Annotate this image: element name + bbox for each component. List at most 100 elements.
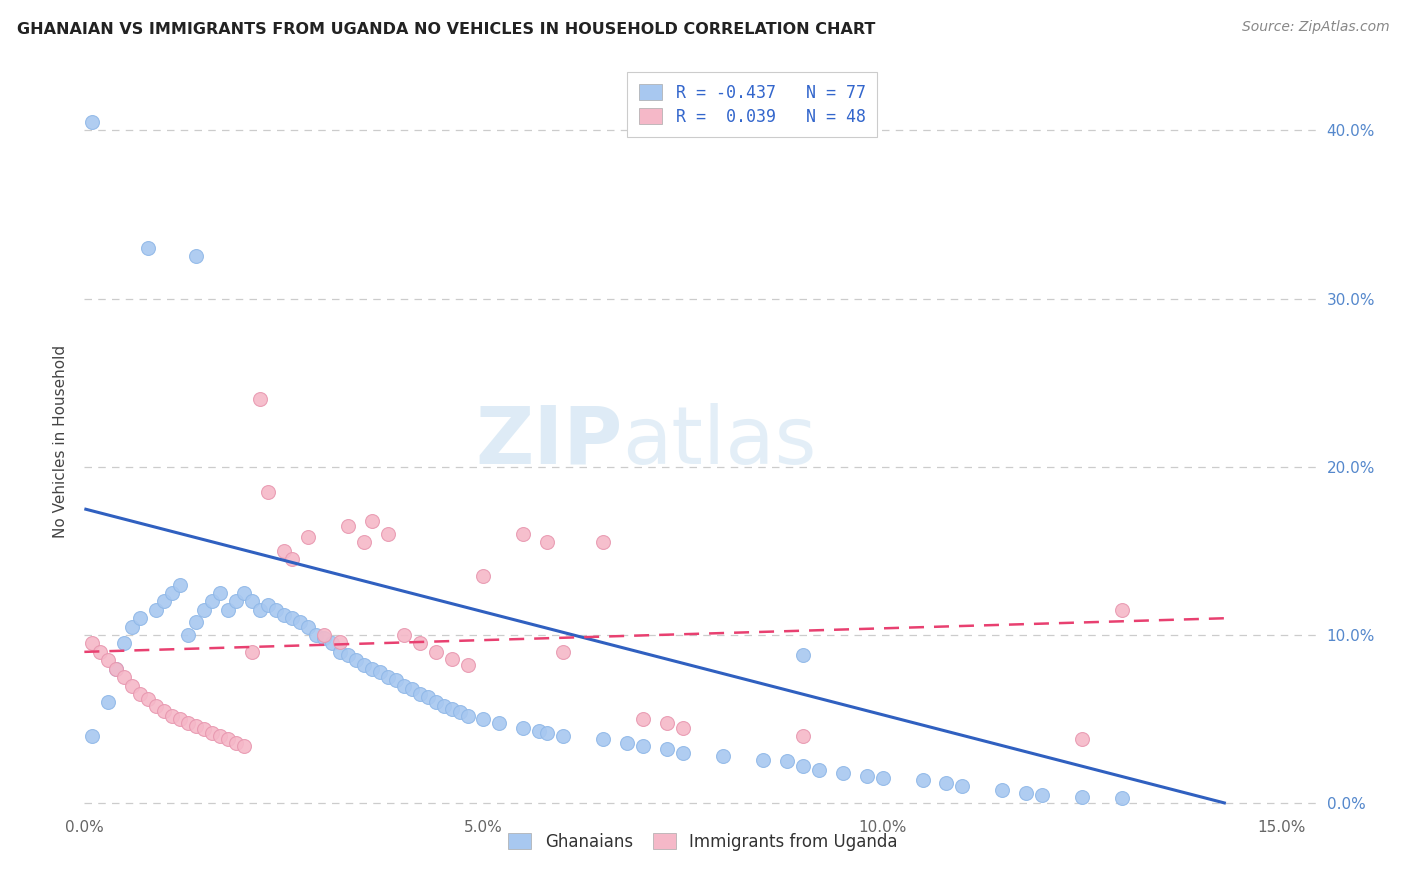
Point [82, 636, 104, 650]
Point [457, 658, 479, 673]
Point [472, 569, 495, 583]
Point [792, 729, 814, 743]
Point [297, 619, 319, 633]
Point [257, 598, 280, 612]
Point [1031, 788, 1053, 802]
Point [82, 115, 104, 129]
Point [297, 531, 319, 545]
Point [831, 766, 853, 780]
Point [201, 594, 224, 608]
Point [169, 577, 191, 591]
Point [425, 695, 447, 709]
Point [89, 645, 111, 659]
Point [136, 692, 159, 706]
Point [312, 628, 335, 642]
Point [193, 603, 215, 617]
Point [264, 603, 287, 617]
Point [672, 721, 695, 735]
Point [336, 648, 359, 663]
Point [121, 679, 143, 693]
Point [129, 611, 152, 625]
Point [233, 586, 256, 600]
Point [136, 241, 159, 255]
Point [82, 729, 104, 743]
Point [536, 725, 558, 739]
Point [935, 776, 957, 790]
Point [112, 670, 135, 684]
Point [368, 665, 391, 679]
Point [321, 636, 343, 650]
Point [488, 715, 510, 730]
Point [177, 628, 200, 642]
Point [209, 729, 232, 743]
Point [201, 725, 224, 739]
Point [249, 392, 271, 407]
Text: ZIP: ZIP [475, 402, 623, 481]
Point [425, 645, 447, 659]
Point [105, 662, 128, 676]
Point [312, 632, 335, 646]
Point [792, 759, 814, 773]
Point [121, 619, 143, 633]
Point [440, 651, 463, 665]
Point [592, 732, 614, 747]
Point [281, 552, 304, 566]
Point [153, 594, 176, 608]
Point [225, 594, 247, 608]
Point [631, 712, 654, 726]
Point [432, 698, 454, 713]
Legend: Ghanaians, Immigrants from Uganda: Ghanaians, Immigrants from Uganda [499, 824, 907, 859]
Point [153, 704, 176, 718]
Point [184, 615, 207, 629]
Point [1071, 732, 1094, 747]
Point [536, 535, 558, 549]
Point [440, 702, 463, 716]
Point [792, 648, 814, 663]
Point [177, 715, 200, 730]
Point [512, 527, 534, 541]
Point [408, 636, 430, 650]
Point [160, 708, 183, 723]
Point [449, 706, 471, 720]
Point [336, 518, 359, 533]
Point [217, 732, 239, 747]
Point [160, 586, 183, 600]
Point [112, 636, 135, 650]
Point [1111, 603, 1133, 617]
Text: GHANAIAN VS IMMIGRANTS FROM UGANDA NO VEHICLES IN HOUSEHOLD CORRELATION CHART: GHANAIAN VS IMMIGRANTS FROM UGANDA NO VE… [17, 22, 876, 37]
Point [392, 679, 415, 693]
Point [145, 603, 167, 617]
Point [209, 586, 232, 600]
Point [872, 771, 894, 785]
Point [776, 754, 799, 768]
Point [377, 527, 399, 541]
Point [472, 712, 495, 726]
Point [631, 739, 654, 753]
Point [240, 594, 263, 608]
Point [991, 782, 1014, 797]
Point [807, 763, 830, 777]
Point [952, 780, 974, 794]
Point [105, 662, 128, 676]
Point [512, 721, 534, 735]
Point [553, 645, 575, 659]
Point [752, 753, 775, 767]
Point [305, 628, 328, 642]
Point [1015, 786, 1038, 800]
Point [288, 615, 311, 629]
Point [377, 670, 399, 684]
Text: Source: ZipAtlas.com: Source: ZipAtlas.com [1241, 20, 1389, 34]
Point [240, 645, 263, 659]
Point [360, 662, 382, 676]
Point [353, 535, 375, 549]
Point [233, 739, 256, 753]
Point [273, 544, 295, 558]
Point [97, 695, 120, 709]
Point [457, 708, 479, 723]
Point [344, 653, 367, 667]
Point [616, 736, 638, 750]
Point [217, 603, 239, 617]
Point [257, 485, 280, 500]
Point [401, 681, 423, 696]
Point [145, 698, 167, 713]
